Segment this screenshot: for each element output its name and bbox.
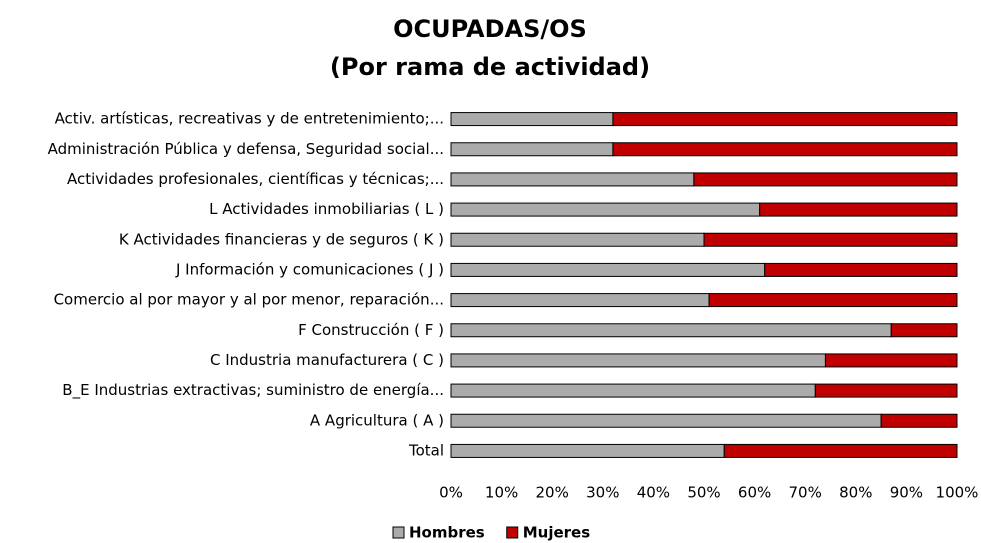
x-tick-label: 60% <box>738 484 771 502</box>
legend-label: Hombres <box>409 524 485 542</box>
y-tick-label: K Actividades financieras y de seguros (… <box>119 230 444 248</box>
x-tick-label: 0% <box>439 484 463 502</box>
bar-segment <box>703 232 958 247</box>
bar-segment <box>759 202 958 217</box>
bar-segment <box>450 443 725 458</box>
bar-segment <box>880 413 958 428</box>
bar-segment <box>450 232 705 247</box>
x-tick-label: 80% <box>839 484 872 502</box>
bar-segment <box>814 383 958 398</box>
legend-swatch <box>506 526 519 539</box>
y-tick-label: A Agricultura ( A ) <box>310 411 444 429</box>
y-tick-label: Administración Pública y defensa, Seguri… <box>48 140 444 158</box>
y-tick-label: B_E Industrias extractivas; suministro d… <box>62 381 444 400</box>
legend-swatch <box>392 526 405 539</box>
chart-subtitle: (Por rama de actividad) <box>330 53 650 81</box>
bar-segment <box>824 353 958 368</box>
x-tick-label: 10% <box>485 484 518 502</box>
x-tick-label: 70% <box>789 484 822 502</box>
bar-segment <box>693 172 958 187</box>
bar-segment <box>450 112 614 127</box>
y-tick-label: Total <box>408 441 444 459</box>
bar-segment <box>450 353 826 368</box>
x-tick-label: 100% <box>936 484 979 502</box>
bar-segment <box>708 293 958 308</box>
x-tick-label: 20% <box>536 484 569 502</box>
bar-segment <box>612 112 958 127</box>
y-tick-label: J Información y comunicaciones ( J ) <box>175 260 444 278</box>
x-tick-label: 40% <box>637 484 670 502</box>
bar-segment <box>450 262 766 277</box>
y-tick-label: Activ. artísticas, recreativas y de entr… <box>55 110 444 128</box>
y-tick-label: C Industria manufacturera ( C ) <box>210 351 444 369</box>
bar-segment <box>723 443 958 458</box>
chart-title: OCUPADAS/OS <box>393 15 587 43</box>
bar-segment <box>890 323 958 338</box>
bar-segment <box>450 142 614 157</box>
bar-segment <box>450 202 761 217</box>
bar-segment <box>450 172 695 187</box>
legend-label: Mujeres <box>523 524 590 542</box>
bar-segment <box>612 142 958 157</box>
x-tick-label: 90% <box>890 484 923 502</box>
y-tick-label: L Actividades inmobiliarias ( L ) <box>209 200 444 218</box>
bar-segment <box>450 293 710 308</box>
bar-segment <box>450 323 892 338</box>
y-tick-label: Comercio al por mayor y al por menor, re… <box>54 291 444 309</box>
bar-segment <box>764 262 958 277</box>
x-tick-label: 30% <box>586 484 619 502</box>
x-tick-label: 50% <box>687 484 720 502</box>
y-tick-label: F Construcción ( F ) <box>298 321 444 339</box>
bar-segment <box>450 413 882 428</box>
y-tick-label: Actividades profesionales, científicas y… <box>67 170 444 188</box>
bar-segment <box>450 383 816 398</box>
